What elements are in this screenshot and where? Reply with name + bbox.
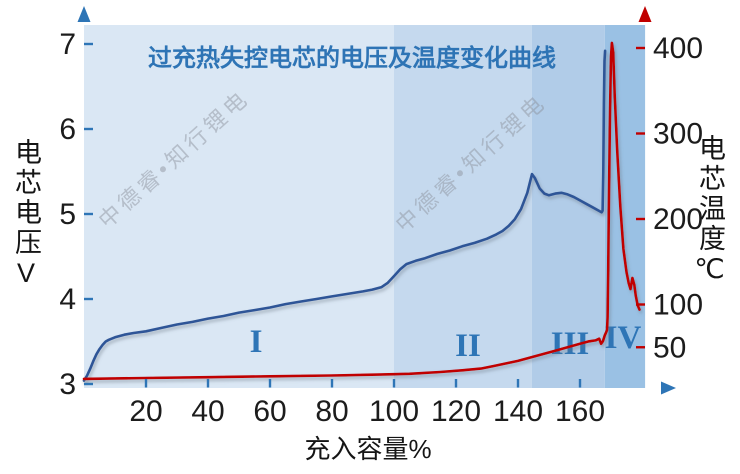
x-tick-label: 140 [493,395,543,428]
region-label-IV: IV [605,320,642,356]
x-tick-label: 160 [555,395,605,428]
right-tick-label: 200 [653,203,703,236]
voltage-curve [82,49,607,382]
x-tick-label: 100 [369,395,419,428]
left-tick-label: 3 [59,368,76,401]
left-axis-title: 电芯电压V [11,138,41,291]
x-tick-label: 40 [191,395,224,428]
region-label-II: II [455,328,481,364]
x-axis-title: 充入容量% [304,434,432,464]
x-tick-label: 60 [253,395,286,428]
x-tick-label: 120 [431,395,481,428]
x-tick-label: 80 [315,395,348,428]
right-tick-label: 100 [653,289,703,322]
region-band-I [84,25,394,388]
right-axis-title: 电芯温度℃ [695,134,725,288]
chart-title: 过充热失控电芯的电压及温度变化曲线 [148,45,556,72]
right-tick-label: 300 [653,118,703,151]
left-axis-arrow-icon [77,6,91,22]
left-tick-label: 7 [59,28,76,61]
right-tick-label: 400 [653,32,703,65]
left-tick-label: 5 [59,198,76,231]
x-tick-label: 20 [129,395,162,428]
left-tick-label: 6 [59,113,76,146]
right-axis-arrow-icon [638,6,652,22]
region-label-I: I [250,324,263,360]
temperature-curve [82,41,641,381]
left-tick-label: 4 [59,283,76,316]
x-axis-arrow-icon [661,381,676,395]
right-tick-label: 50 [653,331,686,364]
region-band-II [394,25,532,388]
